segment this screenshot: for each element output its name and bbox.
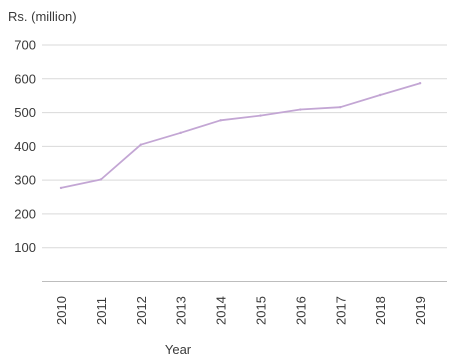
data-point xyxy=(259,114,262,117)
y-tick-label: 700 xyxy=(14,38,36,53)
y-axis-label: Rs. (million) xyxy=(8,9,77,24)
x-tick-label: 2017 xyxy=(333,296,348,325)
y-tick-label: 100 xyxy=(14,240,36,255)
series-layer xyxy=(59,81,422,190)
y-tick-label: 300 xyxy=(14,173,36,188)
data-point xyxy=(339,105,342,109)
gridlines xyxy=(42,44,447,249)
y-tick-label: 200 xyxy=(14,206,36,221)
series-line xyxy=(60,82,422,189)
x-tick-label: 2014 xyxy=(214,296,229,325)
x-tick-label: 2013 xyxy=(174,296,189,325)
data-point xyxy=(59,186,63,190)
data-point xyxy=(179,131,182,135)
x-axis-label: Year xyxy=(165,342,192,357)
data-point xyxy=(219,119,222,122)
x-tick-label: 2015 xyxy=(254,296,269,325)
y-tick-label: 400 xyxy=(14,139,36,154)
x-tick-label: 2011 xyxy=(94,297,109,325)
x-tick-label: 2012 xyxy=(134,296,149,325)
data-point xyxy=(299,108,302,111)
x-tick-label: 2018 xyxy=(373,296,388,325)
data-point xyxy=(379,93,382,97)
data-point xyxy=(99,178,103,181)
x-tick-label: 2016 xyxy=(293,296,308,325)
data-point xyxy=(418,81,422,85)
y-tick-labels: 100 200 300 400 500 600 700 xyxy=(14,38,36,256)
x-tick-label: 2019 xyxy=(413,296,428,325)
data-point xyxy=(139,143,142,146)
y-tick-label: 600 xyxy=(14,71,36,86)
x-tick-label: 2010 xyxy=(54,296,69,325)
y-tick-label: 500 xyxy=(14,105,36,120)
x-tick-labels: 2010 2011 2012 2013 2014 2015 2016 2017 2018 2019 xyxy=(54,296,428,325)
